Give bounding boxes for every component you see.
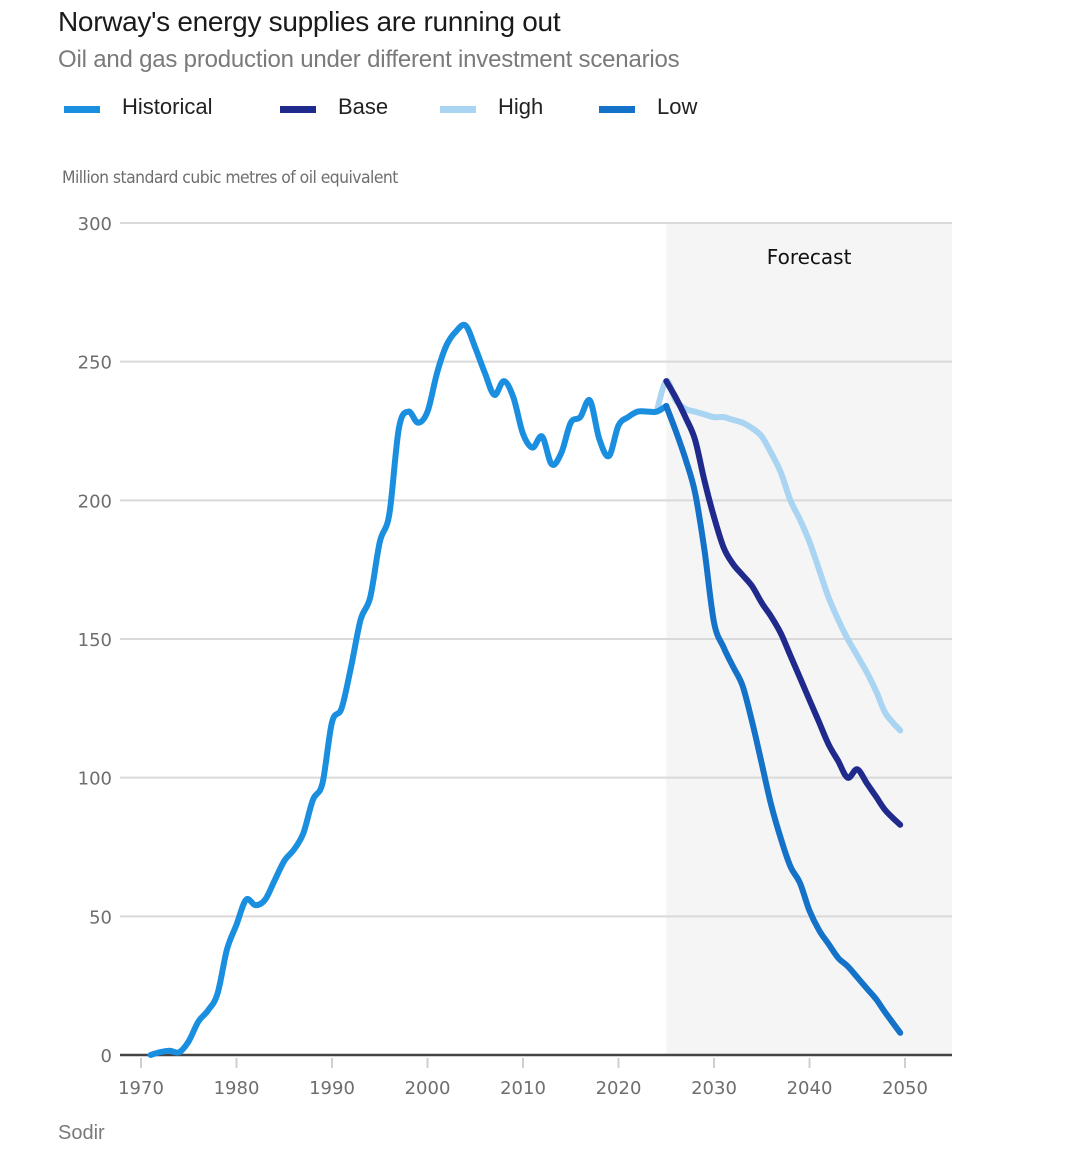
y-tick-label: 50 — [89, 907, 112, 928]
y-tick-label: 200 — [78, 491, 112, 512]
legend-item-low: Low — [599, 90, 697, 124]
y-tick-label: 100 — [78, 769, 112, 790]
series-lines — [147, 321, 904, 1058]
x-tick-label: 2020 — [596, 1078, 642, 1099]
legend-swatch-high — [440, 105, 476, 113]
x-tick-label: 2000 — [405, 1078, 451, 1099]
legend: Historical Base High Low — [0, 90, 900, 124]
y-tick-label: 250 — [78, 353, 112, 374]
legend-swatch-historical — [64, 105, 100, 113]
legend-item-base: Base — [280, 90, 388, 124]
x-tick-label: 1990 — [309, 1078, 355, 1099]
series-line-historical — [147, 321, 670, 1058]
gridlines: 0 50 100 150 200 250 300 — [78, 214, 952, 1067]
legend-item-high: High — [440, 90, 543, 124]
y-axis-label: Million standard cubic metres of oil equ… — [62, 168, 398, 188]
legend-swatch-base — [280, 105, 316, 113]
y-tick-label: 300 — [78, 214, 112, 235]
y-tick-label: 150 — [78, 630, 112, 651]
legend-label: Historical — [122, 94, 213, 119]
axes: 1970 1980 1990 2000 2010 2020 2030 2040 2050 — [118, 1053, 952, 1099]
x-tick-label: 2010 — [500, 1078, 546, 1099]
series-line-base — [663, 378, 904, 828]
x-tick-label: 1970 — [118, 1078, 164, 1099]
source-note: Sodir — [58, 1122, 105, 1144]
x-tick-label: 2050 — [882, 1078, 928, 1099]
legend-label: High — [498, 94, 544, 119]
series-line-high — [653, 378, 904, 734]
forecast-label: Forecast — [767, 245, 852, 269]
x-tick-label: 2040 — [787, 1078, 833, 1099]
legend-label: Base — [338, 94, 389, 119]
y-tick-label: 0 — [101, 1046, 112, 1067]
series-line-low — [663, 403, 904, 1036]
x-tick-label: 2030 — [691, 1078, 737, 1099]
legend-item-historical: Historical — [64, 90, 212, 124]
x-tick-label: 1980 — [214, 1078, 260, 1099]
chart-title: Norway's energy supplies are running out — [58, 6, 561, 37]
legend-swatch-low — [599, 105, 635, 113]
legend-label: Low — [657, 94, 698, 119]
chart-subtitle: Oil and gas production under different i… — [58, 46, 680, 73]
